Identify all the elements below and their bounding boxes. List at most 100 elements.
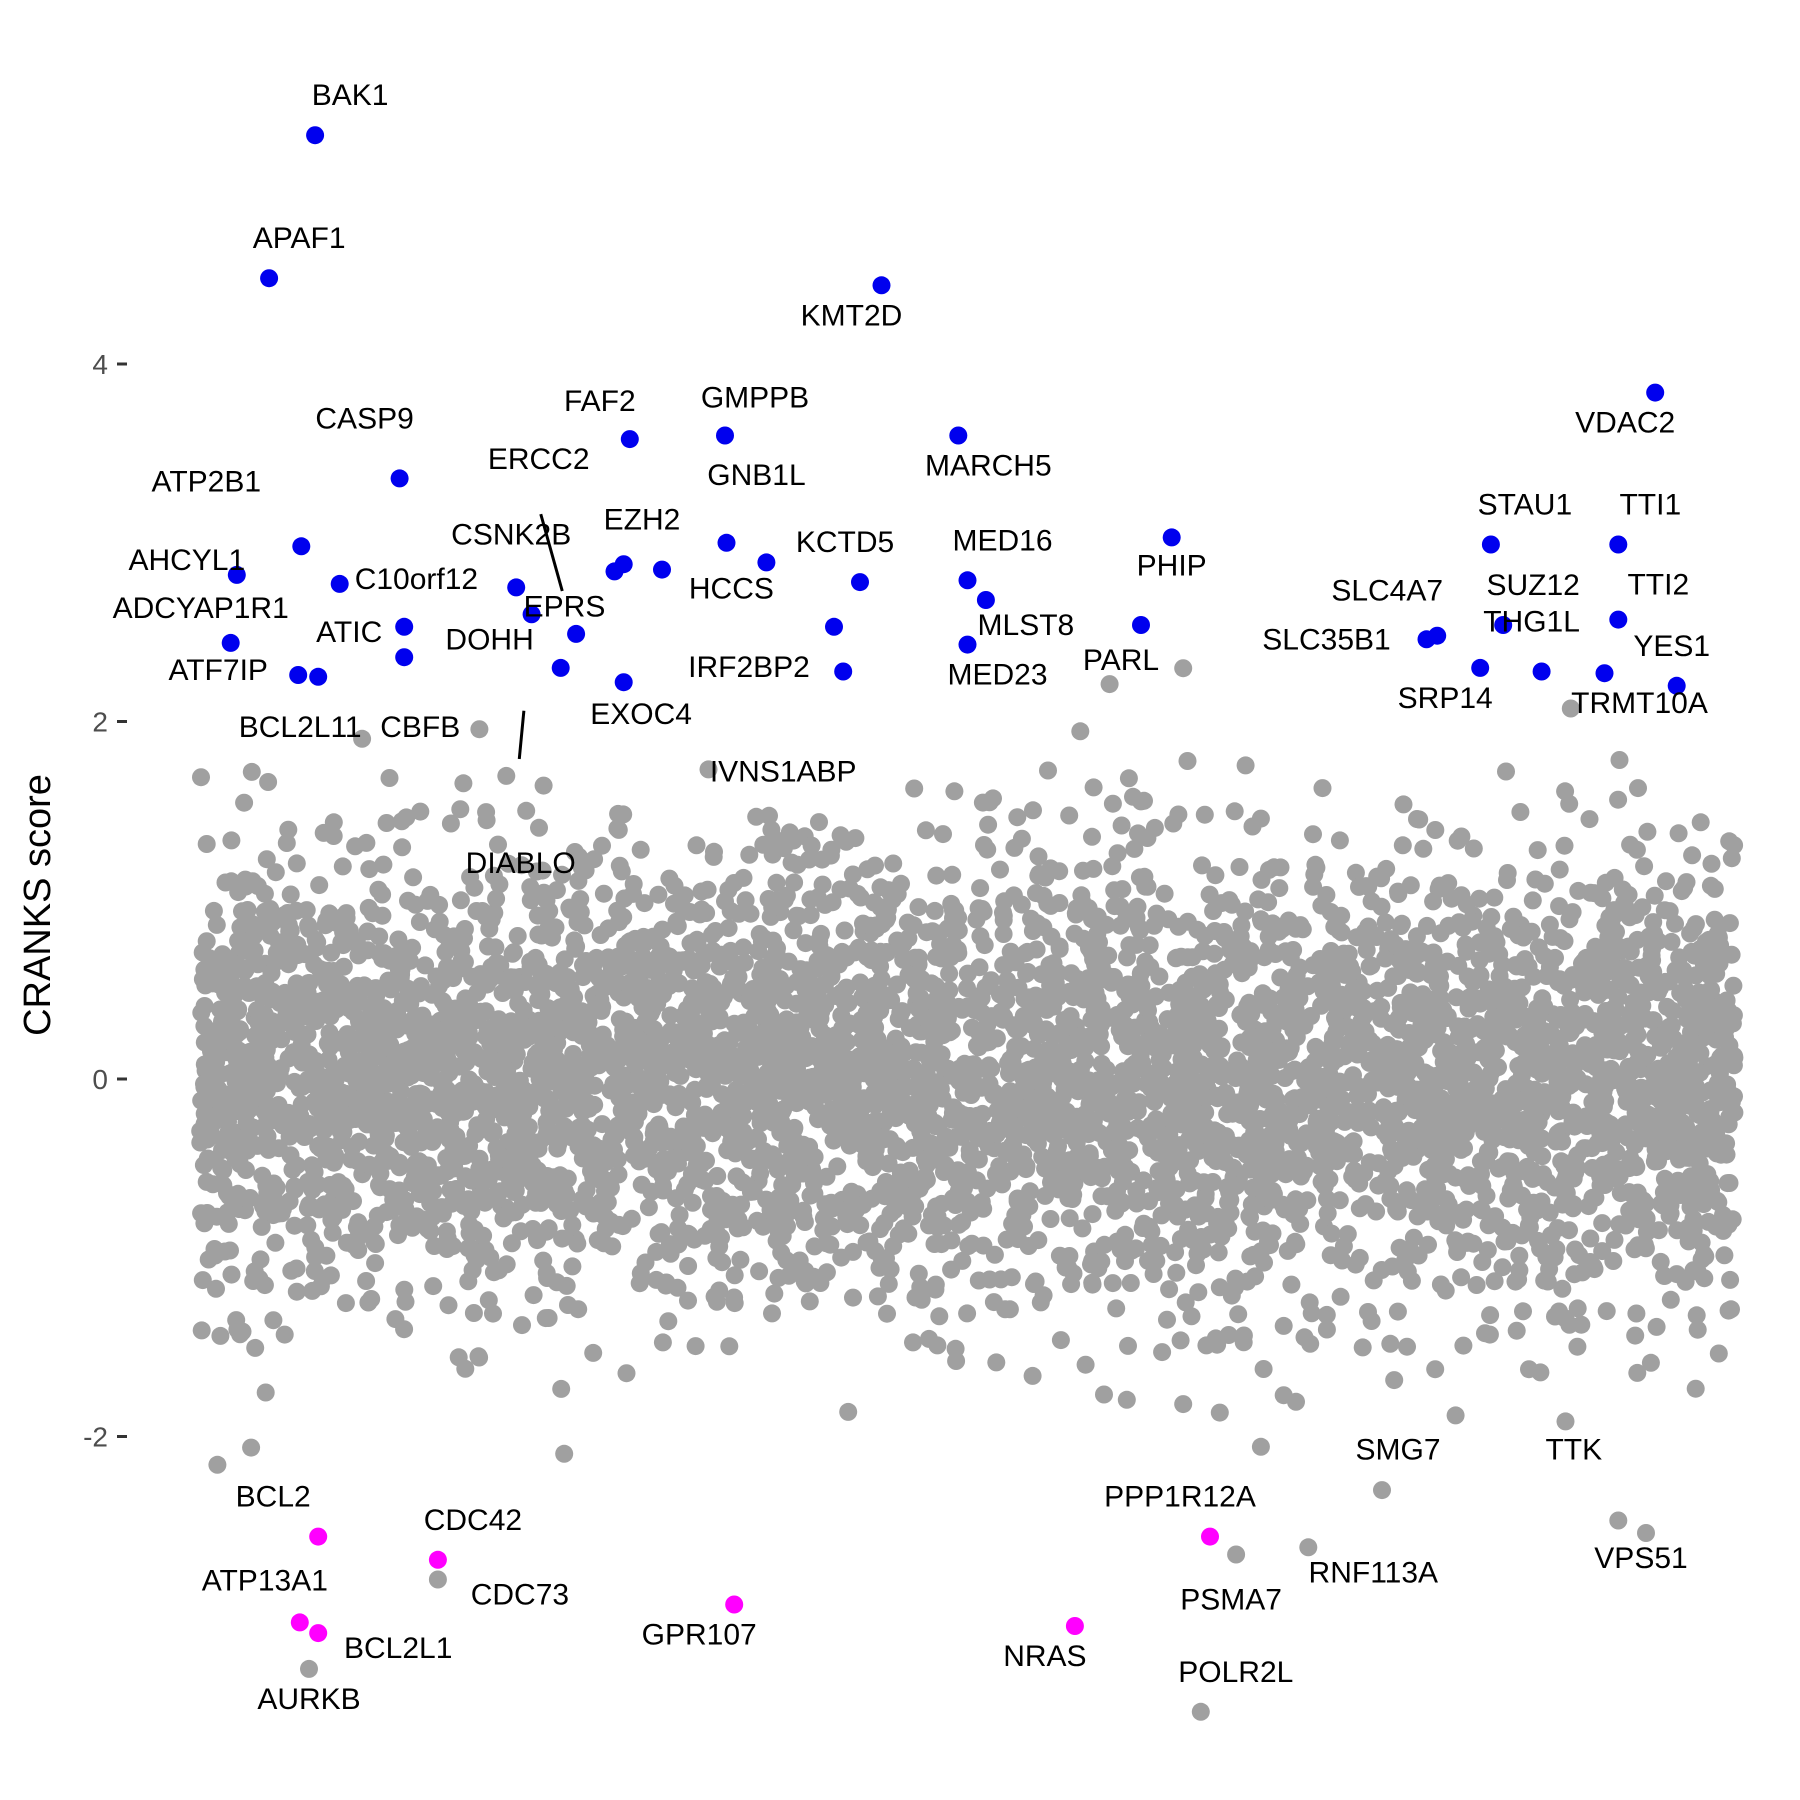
background-point — [555, 1444, 574, 1463]
background-point — [205, 1150, 224, 1169]
background-point — [1140, 1012, 1159, 1031]
background-point — [1635, 857, 1654, 876]
background-point — [569, 871, 588, 890]
background-point — [818, 946, 837, 965]
background-point — [796, 934, 815, 953]
background-point — [255, 1276, 274, 1295]
background-point — [958, 979, 976, 998]
background-point — [337, 904, 356, 923]
background-point — [1200, 885, 1219, 904]
background-point — [552, 1379, 571, 1398]
background-point — [647, 993, 666, 1012]
background-point — [1346, 1255, 1365, 1274]
background-point — [514, 1001, 533, 1020]
background-point — [1426, 821, 1445, 839]
background-point — [669, 1086, 688, 1105]
background-point — [1609, 790, 1628, 809]
background-point — [228, 1320, 247, 1339]
background-point — [308, 1175, 327, 1194]
background-point — [1041, 976, 1060, 995]
background-point — [1489, 1159, 1508, 1178]
background-point — [1428, 1066, 1446, 1085]
background-point — [395, 1280, 414, 1299]
background-point — [1251, 910, 1270, 929]
background-point — [1024, 1039, 1043, 1058]
background-point — [1481, 1306, 1500, 1325]
background-point — [424, 1277, 443, 1296]
background-point — [885, 1201, 904, 1220]
background-point — [1457, 942, 1476, 961]
background-point — [1119, 1336, 1137, 1355]
background-point — [943, 865, 962, 884]
background-point — [393, 838, 412, 857]
background-point — [1352, 1012, 1371, 1031]
background-point — [443, 1237, 462, 1256]
background-point — [553, 1229, 572, 1248]
background-point — [1128, 897, 1147, 916]
background-point — [1083, 1273, 1102, 1292]
background-point — [1322, 1112, 1341, 1131]
background-point — [412, 1157, 431, 1176]
background-point — [1393, 836, 1412, 855]
background-point — [904, 1333, 922, 1352]
background-point — [610, 1010, 629, 1029]
background-point — [302, 1230, 321, 1249]
background-point — [234, 1076, 253, 1095]
background-point — [346, 837, 365, 856]
background-point — [340, 921, 359, 940]
background-point — [1012, 829, 1031, 848]
background-point — [1092, 1054, 1111, 1073]
background-point — [1185, 1171, 1204, 1190]
background-point — [465, 878, 484, 897]
background-point — [374, 855, 393, 874]
background-point — [1602, 1132, 1621, 1151]
background-point — [1108, 1156, 1127, 1175]
background-point — [1499, 996, 1518, 1015]
background-point — [909, 898, 928, 917]
background-point — [1282, 1275, 1301, 1294]
background-point — [1497, 762, 1515, 781]
background-point — [1654, 1035, 1673, 1054]
background-point — [261, 900, 280, 918]
background-point — [995, 1008, 1014, 1026]
background-point — [1705, 910, 1724, 929]
background-point — [348, 1229, 367, 1248]
background-point — [292, 1095, 311, 1114]
background-point — [680, 903, 699, 921]
background-point — [438, 1080, 457, 1099]
background-point — [1353, 1338, 1372, 1357]
background-point — [779, 1203, 798, 1222]
background-point — [778, 1217, 796, 1236]
background-point — [1339, 1103, 1357, 1121]
background-point — [1286, 919, 1305, 938]
background-point — [222, 1265, 241, 1284]
background-point — [1379, 1162, 1398, 1181]
background-point — [1388, 1302, 1407, 1321]
background-point — [452, 952, 471, 971]
background-point — [335, 1033, 354, 1052]
background-point — [854, 1195, 872, 1214]
background-point — [319, 1050, 338, 1069]
background-point — [506, 1181, 525, 1200]
background-point — [1514, 1302, 1532, 1321]
background-point — [563, 1257, 582, 1276]
background-point — [1368, 1073, 1387, 1092]
background-point — [1387, 1040, 1406, 1059]
background-point — [197, 835, 216, 853]
background-point — [1167, 1263, 1186, 1282]
background-point — [922, 1205, 941, 1224]
background-point — [649, 885, 668, 904]
background-point — [1023, 1366, 1042, 1385]
background-point — [1402, 1191, 1421, 1210]
background-point — [314, 823, 333, 842]
background-point — [1030, 1088, 1049, 1107]
background-point — [508, 927, 527, 945]
background-point — [1526, 870, 1545, 889]
background-point — [636, 1253, 655, 1272]
background-point — [669, 1219, 688, 1238]
background-point — [1134, 1121, 1153, 1140]
background-point — [1145, 818, 1164, 837]
background-point — [1145, 1092, 1164, 1111]
background-point — [949, 921, 968, 940]
